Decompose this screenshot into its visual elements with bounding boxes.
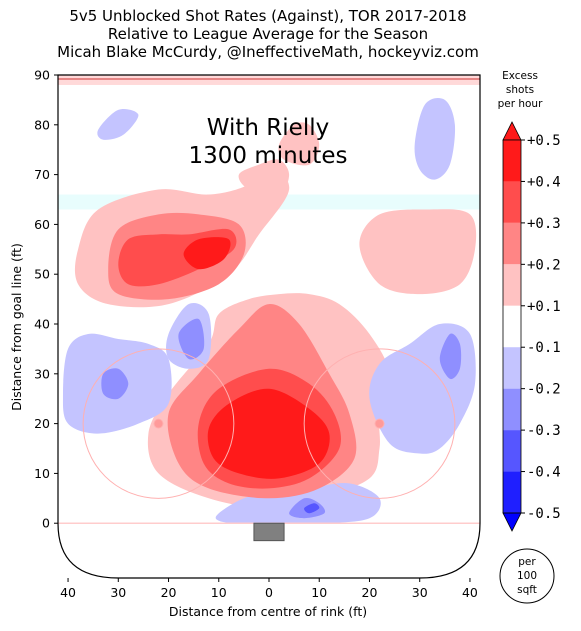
x-axis-ticks: 40 30 20 10 0 10 20 30 40: [60, 578, 478, 600]
colorbar-tick-label: +0.1: [527, 299, 561, 315]
colorbar-tick-label: -0.4: [527, 465, 561, 481]
colorbar-title-line-1: Excess: [502, 70, 538, 82]
colorbar-tick-label: +0.4: [527, 174, 561, 190]
unit-legend: per 100 sqft: [499, 548, 555, 604]
colorbar-swatch: [503, 471, 521, 513]
region-right-cold-mid: [439, 333, 462, 380]
colorbar-swatch: [503, 430, 521, 472]
region-right-cold-light: [369, 323, 476, 454]
y-tick-label: 40: [34, 317, 50, 332]
colorbar: +0.5 +0.4 +0.3 +0.2 +0.1 -0.1 -0.2 -0.3 -0.4 -0.5: [502, 121, 561, 532]
unit-legend-line-2: 100: [517, 570, 537, 582]
colorbar-swatch: [503, 264, 521, 306]
y-tick-label: 0: [42, 516, 50, 531]
colorbar-tick-label: +0.2: [527, 257, 561, 273]
colorbar-tick-label: +0.3: [527, 216, 561, 232]
x-tick-label: 40: [462, 585, 478, 600]
region-upper-right-cold: [414, 98, 456, 180]
colorbar-swatch: [503, 347, 521, 389]
y-tick-label: 10: [34, 466, 50, 481]
annotation-line-2: 1300 minutes: [189, 143, 348, 169]
region-slot-hot-core: [207, 388, 330, 479]
region-top-left-core: [183, 237, 231, 270]
colorbar-swatch: [503, 181, 521, 223]
x-tick-label: 10: [311, 585, 327, 600]
region-left-mid-cold-2: [178, 318, 205, 360]
y-axis-label: Distance from goal line (ft): [9, 243, 24, 411]
y-tick-label: 30: [34, 366, 50, 381]
rink-markings: [57, 74, 481, 579]
region-crease-cold-hot: [304, 503, 320, 514]
region-top-right-light: [359, 209, 477, 295]
y-axis-ticks: 90 80 70 60 50 40 30 20 10 0: [34, 68, 58, 531]
colorbar-extend-max: [502, 121, 522, 141]
colorbar-swatch: [503, 222, 521, 265]
chart-title-line-3: Micah Blake McCurdy, @IneffectiveMath, h…: [57, 43, 479, 61]
goal-net: [253, 522, 285, 542]
colorbar-tick-label: -0.3: [527, 423, 561, 439]
y-tick-label: 70: [34, 167, 50, 182]
unit-legend-line-1: per: [518, 556, 536, 568]
colorbar-frame: [502, 139, 522, 514]
top-band: [58, 75, 480, 85]
x-tick-label: 40: [60, 585, 76, 600]
y-tick-label: 90: [34, 68, 50, 83]
region-upper-left-cold: [97, 109, 139, 140]
faceoff-circle-right: [303, 348, 456, 499]
colorbar-title-line-2: shots: [506, 84, 534, 96]
x-axis-label: Distance from centre of rink (ft): [169, 604, 367, 619]
chart-title-line-1: 5v5 Unblocked Shot Rates (Against), TOR …: [69, 7, 466, 25]
heatmap-layer: [58, 75, 480, 524]
chart-title-line-2: Relative to League Average for the Seaso…: [108, 25, 428, 43]
x-tick-label: 30: [412, 585, 428, 600]
x-tick-label: 10: [211, 585, 227, 600]
x-tick-label: 20: [161, 585, 177, 600]
faceoff-dot-left: [153, 418, 164, 429]
unit-legend-line-3: sqft: [517, 584, 537, 596]
x-tick-label: 30: [110, 585, 126, 600]
unit-legend-circle: [499, 548, 555, 604]
region-rielly-box: [278, 122, 320, 166]
y-tick-label: 20: [34, 416, 50, 431]
colorbar-tick-label: -0.2: [527, 382, 561, 398]
y-tick-label: 80: [34, 117, 50, 132]
colorbar-swatch: [503, 305, 521, 348]
x-tick-label: 20: [362, 585, 378, 600]
y-tick-label: 50: [34, 267, 50, 282]
region-top-center-light: [238, 159, 290, 196]
plot-area: [58, 75, 480, 524]
faceoff-dot-right: [374, 418, 385, 429]
colorbar-tick-label: -0.1: [527, 340, 561, 356]
y-tick-label: 60: [34, 217, 50, 232]
x-tick-label: 0: [265, 585, 273, 600]
colorbar-tick-label: +0.5: [527, 133, 561, 149]
region-left-cold-mid: [101, 368, 129, 400]
colorbar-tick-label: -0.5: [527, 506, 561, 522]
colorbar-swatch: [503, 388, 521, 431]
colorbar-title-line-3: per hour: [498, 98, 544, 110]
colorbar-extend-min: [502, 512, 522, 532]
annotation-line-1: With Rielly: [207, 115, 329, 141]
faceoff-circle-left: [82, 348, 235, 499]
colorbar-swatch: [503, 140, 521, 182]
